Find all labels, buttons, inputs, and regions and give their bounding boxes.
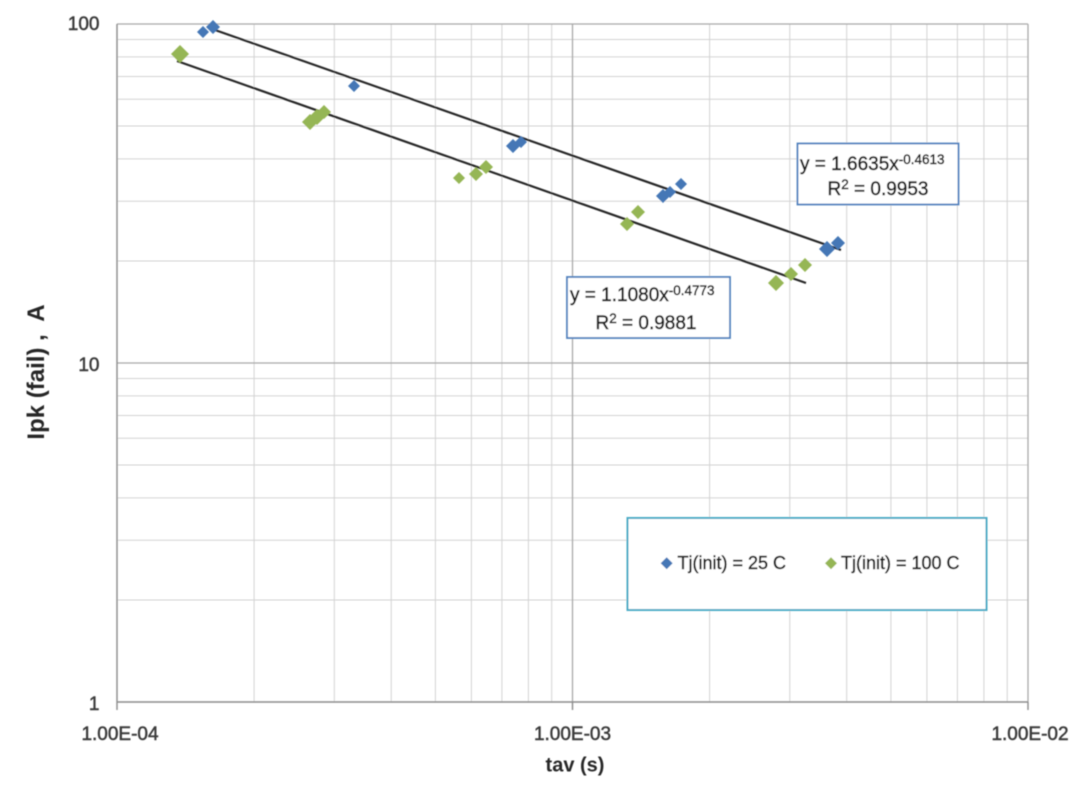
svg-text:Tj(init) = 25 C: Tj(init) = 25 C [678,553,787,573]
svg-text:R2 = 0.9881: R2 = 0.9881 [595,311,696,334]
svg-text:Ipk (fail) , A: Ipk (fail) , A [23,304,50,439]
svg-text:10: 10 [78,355,99,376]
svg-text:1.00E-04: 1.00E-04 [81,724,159,745]
svg-text:1.00E-03: 1.00E-03 [534,724,611,745]
svg-text:Tj(init) = 100 C: Tj(init) = 100 C [841,553,960,573]
svg-text:R2 = 0.9953: R2 = 0.9953 [827,177,928,200]
svg-text:1.00E-02: 1.00E-02 [991,724,1068,745]
svg-text:100: 100 [68,14,100,35]
svg-text:1: 1 [89,694,100,715]
svg-text:tav (s): tav (s) [546,755,605,777]
